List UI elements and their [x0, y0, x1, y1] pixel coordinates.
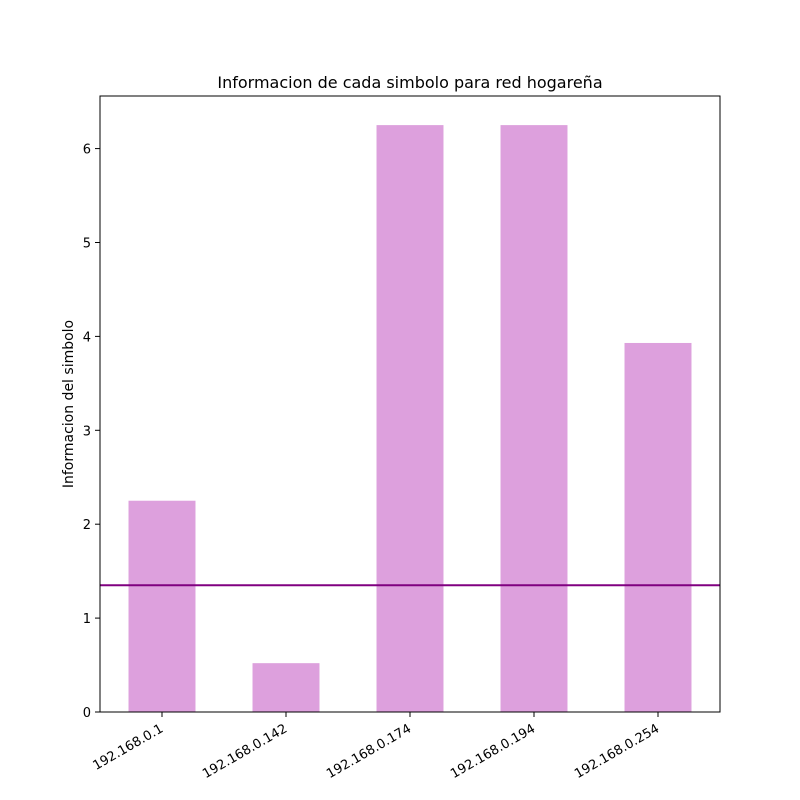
chart-title: Informacion de cada simbolo para red hog…	[217, 73, 602, 92]
y-tick-label: 6	[83, 143, 91, 158]
y-tick-label: 1	[83, 612, 91, 627]
bar-5	[624, 342, 692, 712]
y-tick-label: 2	[83, 518, 91, 533]
y-tick-label: 0	[83, 706, 91, 721]
x-tick-label: 192.168.0.1	[90, 721, 166, 773]
y-axis-label: Informacion del simbolo	[61, 320, 77, 488]
y-tick-label: 4	[83, 330, 91, 345]
x-axis: 192.168.0.1 192.168.0.142 192.168.0.174 192…	[90, 712, 662, 782]
bar-1	[128, 500, 196, 712]
bar-2	[252, 663, 320, 712]
x-tick-label: 192.168.0.174	[324, 721, 414, 782]
bars-group	[128, 125, 692, 713]
x-tick-label: 192.168.0.254	[572, 721, 662, 782]
x-tick-label: 192.168.0.194	[448, 721, 538, 782]
y-axis: 0 1 2 3 4 5 6	[83, 143, 100, 721]
x-tick-label: 192.168.0.142	[200, 721, 290, 782]
y-tick-label: 3	[83, 424, 91, 439]
bar-4	[500, 125, 568, 713]
y-tick-label: 5	[83, 236, 91, 251]
bar-3	[376, 125, 444, 713]
